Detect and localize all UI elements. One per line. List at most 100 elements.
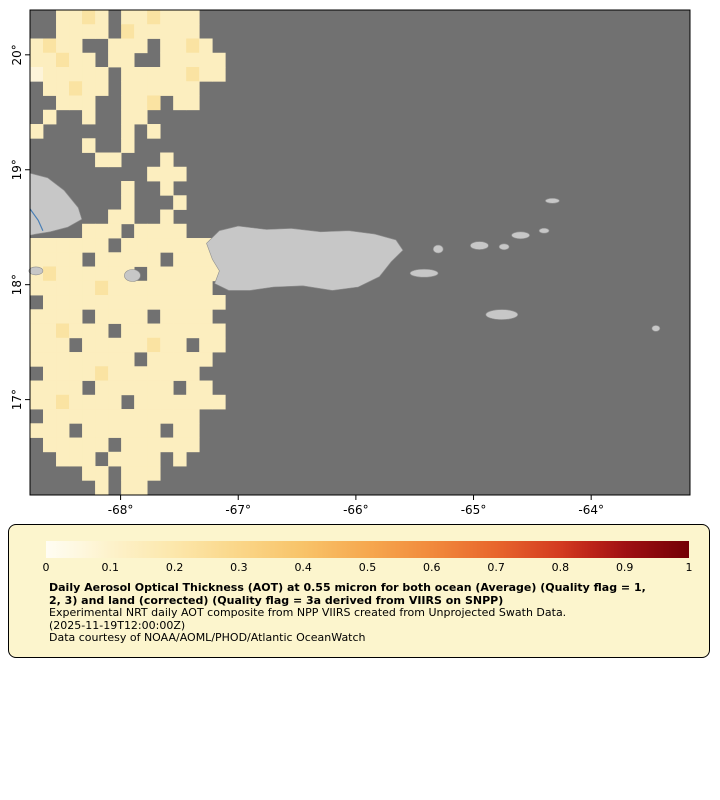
st-thomas-island bbox=[470, 241, 489, 250]
aot-cell bbox=[160, 166, 174, 182]
aot-cell bbox=[173, 280, 187, 296]
aot-cell bbox=[186, 423, 200, 438]
aot-cell bbox=[147, 380, 161, 396]
aot-cell bbox=[147, 10, 161, 25]
aot-cell bbox=[186, 380, 200, 396]
aot-cell bbox=[82, 223, 96, 239]
aot-cell bbox=[160, 366, 174, 381]
aot-cell bbox=[186, 366, 200, 381]
lat-tick-label: 19° bbox=[10, 159, 24, 180]
aot-cell bbox=[82, 337, 96, 353]
aot-cell bbox=[199, 280, 213, 296]
aot-cell bbox=[121, 209, 135, 225]
aot-cell bbox=[160, 380, 174, 396]
aot-cell bbox=[43, 423, 57, 438]
aot-cell bbox=[160, 24, 174, 39]
aot-cell bbox=[199, 337, 213, 353]
aot-cell bbox=[186, 309, 200, 324]
aot-cell bbox=[121, 423, 135, 438]
aot-cell bbox=[186, 352, 200, 367]
aot-cell bbox=[147, 366, 161, 381]
aot-cell bbox=[173, 437, 187, 453]
colorbar-tick-label: 0.8 bbox=[551, 561, 570, 574]
aot-cell bbox=[82, 67, 96, 82]
aot-cell bbox=[30, 38, 44, 54]
aot-cell bbox=[56, 266, 70, 282]
st-john-island bbox=[498, 243, 510, 251]
aot-cell bbox=[134, 295, 148, 310]
aot-cell bbox=[160, 81, 174, 96]
aot-cell bbox=[108, 280, 122, 296]
aot-cell bbox=[147, 323, 161, 339]
aot-cell bbox=[147, 295, 161, 310]
aot-cell bbox=[186, 52, 200, 68]
aot-cell bbox=[160, 266, 174, 282]
aot-cell bbox=[56, 81, 70, 96]
aot-cell bbox=[186, 67, 200, 82]
aot-cell bbox=[82, 352, 96, 367]
aot-cell bbox=[82, 409, 96, 424]
aot-cell bbox=[82, 323, 96, 339]
aot-cell bbox=[199, 380, 213, 396]
aot-cell bbox=[212, 52, 226, 68]
aot-cell bbox=[95, 309, 109, 324]
aot-cell bbox=[56, 423, 70, 438]
aot-cell bbox=[134, 451, 148, 467]
aot-cell bbox=[121, 109, 135, 125]
saba-island bbox=[651, 325, 661, 332]
aot-cell bbox=[186, 295, 200, 310]
aot-cell bbox=[69, 52, 83, 68]
colorbar-tick-label: 1 bbox=[685, 561, 693, 574]
aot-cell bbox=[173, 252, 187, 267]
aot-cell bbox=[95, 380, 109, 396]
aot-cell bbox=[95, 223, 109, 239]
aot-cell bbox=[95, 323, 109, 339]
aot-cell bbox=[82, 423, 96, 438]
culebra-island bbox=[432, 244, 444, 254]
aot-cell bbox=[134, 238, 148, 253]
aot-cell bbox=[95, 437, 109, 453]
aot-cell bbox=[147, 423, 161, 438]
aot-cell bbox=[121, 309, 135, 324]
aot-cell bbox=[108, 423, 122, 438]
aot-cell bbox=[30, 394, 44, 410]
aot-cell bbox=[173, 81, 187, 96]
aot-cell bbox=[69, 67, 83, 82]
river-line bbox=[29, 208, 44, 231]
aot-cell bbox=[56, 295, 70, 310]
aot-cell bbox=[173, 309, 187, 324]
lat-tick-label: 18° bbox=[10, 274, 24, 295]
aot-cell bbox=[160, 280, 174, 296]
aot-cell bbox=[121, 409, 135, 424]
aot-cell bbox=[134, 252, 148, 267]
aot-cell bbox=[108, 309, 122, 324]
aot-cell bbox=[186, 24, 200, 39]
aot-cell bbox=[199, 266, 213, 282]
aot-cell bbox=[56, 323, 70, 339]
aot-cell bbox=[82, 138, 96, 153]
lat-tick-label: 20° bbox=[10, 44, 24, 65]
aot-cell bbox=[121, 195, 135, 210]
aot-cell bbox=[95, 152, 109, 168]
aot-cell bbox=[121, 138, 135, 153]
aot-cell bbox=[173, 95, 187, 111]
aot-cell bbox=[30, 67, 44, 82]
aot-cell bbox=[212, 337, 226, 353]
aot-cell bbox=[121, 323, 135, 339]
aot-cell bbox=[108, 380, 122, 396]
aot-cell bbox=[121, 24, 135, 39]
aot-cell bbox=[212, 67, 226, 82]
aot-cell bbox=[108, 394, 122, 410]
aot-cell bbox=[82, 266, 96, 282]
aot-cell bbox=[108, 366, 122, 381]
aot-cell bbox=[121, 352, 135, 367]
aot-cell bbox=[69, 24, 83, 39]
aot-cell bbox=[160, 309, 174, 324]
aot-cell bbox=[186, 252, 200, 267]
aot-cell bbox=[121, 95, 135, 111]
aot-cell bbox=[82, 10, 96, 25]
aot-cell bbox=[56, 52, 70, 68]
aot-cell bbox=[56, 337, 70, 353]
aot-cell bbox=[121, 466, 135, 481]
